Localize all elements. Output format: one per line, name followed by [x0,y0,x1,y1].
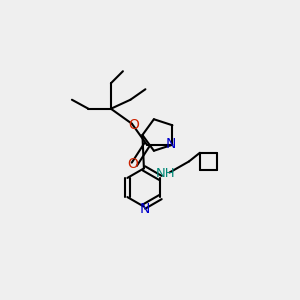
Text: O: O [128,157,139,171]
Text: NH: NH [156,167,176,180]
Text: N: N [166,137,176,151]
Text: N: N [139,202,150,216]
Text: O: O [129,118,140,132]
